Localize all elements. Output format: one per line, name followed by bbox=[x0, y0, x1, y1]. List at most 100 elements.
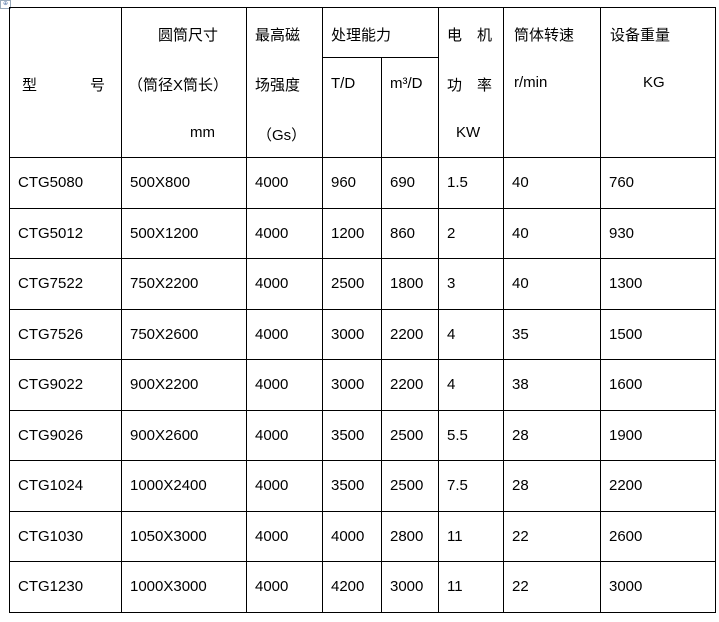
header-capacity-m3: m³/D bbox=[381, 57, 439, 158]
header-text: 最高磁 bbox=[255, 27, 301, 44]
cell-weight: 760 bbox=[600, 157, 716, 209]
cell-weight: 1300 bbox=[600, 258, 716, 310]
cell-weight: 1900 bbox=[600, 409, 716, 461]
spec-table: 型 号 圆筒尺寸 （筒径X筒长） mm 最高磁 场强度 （Gs） 处理能力 电 … bbox=[9, 7, 716, 613]
cell-capacity-m3: 2500 bbox=[381, 409, 439, 461]
cell-motor-power: 5.5 bbox=[438, 409, 504, 461]
header-text: r/min bbox=[514, 74, 548, 91]
header-motor: 电 机 功 率 KW bbox=[438, 7, 504, 158]
table-row: CTG1030 1050X3000 4000 4000 2800 11 22 2600 bbox=[9, 510, 716, 562]
cell-model: CTG9022 bbox=[9, 359, 122, 411]
cell-weight: 2200 bbox=[600, 460, 716, 512]
cell-weight: 3000 bbox=[600, 561, 716, 613]
table-row: CTG9022 900X2200 4000 3000 2200 4 38 1600 bbox=[9, 359, 716, 411]
cell-model: CTG1230 bbox=[9, 561, 122, 613]
cell-drum-size: 1000X3000 bbox=[121, 561, 247, 613]
cell-field-strength: 4000 bbox=[246, 510, 323, 562]
table-row: CTG7526 750X2600 4000 3000 2200 4 35 1500 bbox=[9, 308, 716, 360]
cell-capacity-m3: 860 bbox=[381, 207, 439, 259]
table-row: CTG7522 750X2200 4000 2500 1800 3 40 1300 bbox=[9, 258, 716, 310]
cell-speed: 28 bbox=[503, 409, 601, 461]
cell-capacity-m3: 2500 bbox=[381, 460, 439, 512]
header-capacity-td: T/D bbox=[322, 57, 382, 158]
cell-capacity-td: 4200 bbox=[322, 561, 382, 613]
header-text: KG bbox=[643, 74, 665, 91]
cell-weight: 1500 bbox=[600, 308, 716, 360]
cell-model: CTG1030 bbox=[9, 510, 122, 562]
header-text: （筒径X筒长） bbox=[128, 77, 229, 94]
cell-speed: 28 bbox=[503, 460, 601, 512]
cell-drum-size: 900X2600 bbox=[121, 409, 247, 461]
cell-motor-power: 7.5 bbox=[438, 460, 504, 512]
cell-capacity-m3: 1800 bbox=[381, 258, 439, 310]
cell-drum-size: 750X2600 bbox=[121, 308, 247, 360]
cell-capacity-td: 3500 bbox=[322, 460, 382, 512]
header-text: 场强度 bbox=[255, 77, 301, 94]
cell-model: CTG1024 bbox=[9, 460, 122, 512]
cell-field-strength: 4000 bbox=[246, 258, 323, 310]
cell-field-strength: 4000 bbox=[246, 359, 323, 411]
cell-speed: 38 bbox=[503, 359, 601, 411]
header-text: 电 机 bbox=[447, 27, 493, 44]
header-text: 筒体转速 bbox=[514, 27, 575, 44]
cell-weight: 1600 bbox=[600, 359, 716, 411]
cell-motor-power: 4 bbox=[438, 359, 504, 411]
cell-speed: 35 bbox=[503, 308, 601, 360]
header-text: KW bbox=[456, 124, 481, 141]
cell-field-strength: 4000 bbox=[246, 460, 323, 512]
table-row: CTG5012 500X1200 4000 1200 860 2 40 930 bbox=[9, 207, 716, 259]
header-drum-size: 圆筒尺寸 （筒径X筒长） mm bbox=[121, 7, 247, 158]
header-speed: 筒体转速 r/min bbox=[503, 7, 601, 158]
cell-motor-power: 11 bbox=[438, 510, 504, 562]
cell-model: CTG5012 bbox=[9, 207, 122, 259]
header-field: 最高磁 场强度 （Gs） bbox=[246, 7, 323, 158]
cell-model: CTG7526 bbox=[9, 308, 122, 360]
cell-drum-size: 750X2200 bbox=[121, 258, 247, 310]
anchor-icon: ⊕ bbox=[0, 0, 11, 9]
cell-motor-power: 2 bbox=[438, 207, 504, 259]
cell-model: CTG9026 bbox=[9, 409, 122, 461]
cell-speed: 40 bbox=[503, 157, 601, 209]
header-model: 型 号 bbox=[9, 7, 122, 158]
cell-capacity-td: 2500 bbox=[322, 258, 382, 310]
table-row: CTG1230 1000X3000 4000 4200 3000 11 22 3000 bbox=[9, 561, 716, 613]
cell-drum-size: 1000X2400 bbox=[121, 460, 247, 512]
table-row: CTG5080 500X800 4000 960 690 1.5 40 760 bbox=[9, 157, 716, 209]
cell-drum-size: 1050X3000 bbox=[121, 510, 247, 562]
cell-weight: 930 bbox=[600, 207, 716, 259]
header-text: mm bbox=[190, 124, 215, 141]
cell-model: CTG5080 bbox=[9, 157, 122, 209]
cell-motor-power: 4 bbox=[438, 308, 504, 360]
cell-capacity-m3: 2200 bbox=[381, 308, 439, 360]
header-text: 功 率 bbox=[447, 77, 493, 94]
cell-field-strength: 4000 bbox=[246, 308, 323, 360]
cell-field-strength: 4000 bbox=[246, 157, 323, 209]
header-text: 圆筒尺寸 bbox=[158, 27, 219, 44]
cell-capacity-td: 4000 bbox=[322, 510, 382, 562]
cell-capacity-m3: 3000 bbox=[381, 561, 439, 613]
table-row: CTG1024 1000X2400 4000 3500 2500 7.5 28 2200 bbox=[9, 460, 716, 512]
cell-motor-power: 1.5 bbox=[438, 157, 504, 209]
header-capacity: 处理能力 bbox=[322, 7, 439, 58]
cell-drum-size: 500X800 bbox=[121, 157, 247, 209]
cell-speed: 22 bbox=[503, 561, 601, 613]
header-text: 型 bbox=[22, 77, 38, 94]
table-row: CTG9026 900X2600 4000 3500 2500 5.5 28 1900 bbox=[9, 409, 716, 461]
cell-motor-power: 11 bbox=[438, 561, 504, 613]
cell-capacity-td: 3000 bbox=[322, 359, 382, 411]
cell-capacity-m3: 690 bbox=[381, 157, 439, 209]
header-text: 设备重量 bbox=[610, 27, 671, 44]
cell-speed: 40 bbox=[503, 207, 601, 259]
cell-capacity-m3: 2800 bbox=[381, 510, 439, 562]
cell-speed: 40 bbox=[503, 258, 601, 310]
cell-capacity-td: 3000 bbox=[322, 308, 382, 360]
cell-field-strength: 4000 bbox=[246, 409, 323, 461]
cell-capacity-m3: 2200 bbox=[381, 359, 439, 411]
cell-drum-size: 900X2200 bbox=[121, 359, 247, 411]
cell-drum-size: 500X1200 bbox=[121, 207, 247, 259]
cell-capacity-td: 3500 bbox=[322, 409, 382, 461]
header-text: 号 bbox=[90, 77, 106, 94]
cell-model: CTG7522 bbox=[9, 258, 122, 310]
header-text: （Gs） bbox=[257, 127, 307, 144]
cell-motor-power: 3 bbox=[438, 258, 504, 310]
